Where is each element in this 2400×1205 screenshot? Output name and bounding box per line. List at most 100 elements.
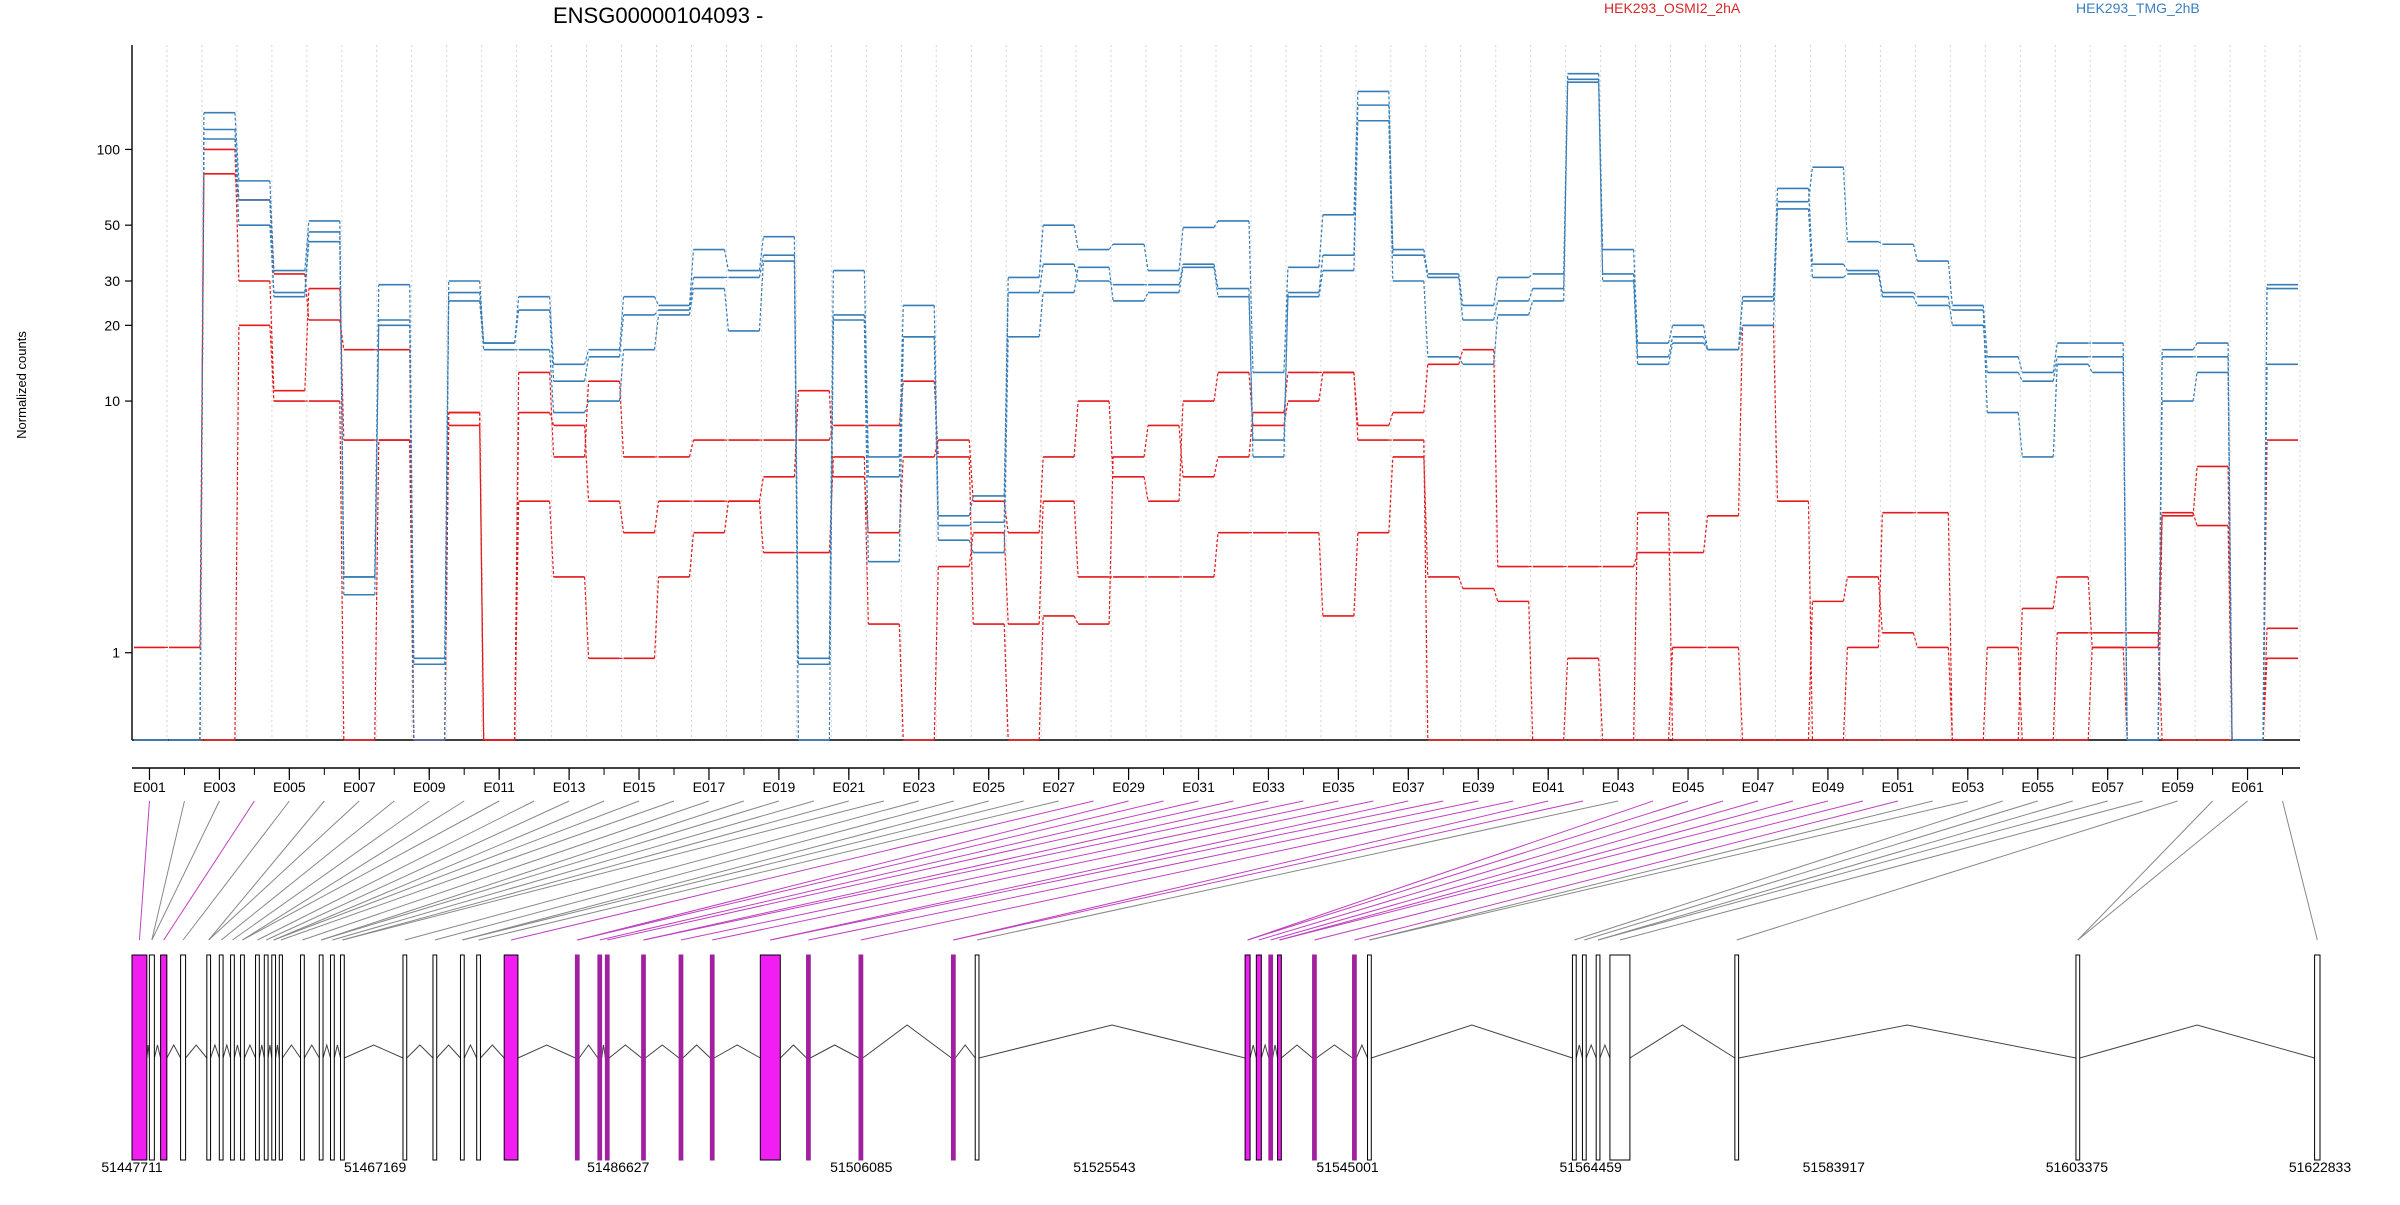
intron-line	[258, 1044, 265, 1059]
series-connector	[1982, 305, 1988, 357]
exon-box	[318, 954, 324, 1161]
series-connector	[1528, 288, 1534, 302]
series-connector	[758, 501, 765, 553]
exon-box	[1255, 954, 1262, 1161]
series-connector	[1493, 300, 1499, 321]
y-axis-label: Normalized counts	[14, 331, 29, 439]
intron-line	[608, 1044, 642, 1059]
series-connector	[723, 501, 730, 533]
series-connector	[1493, 314, 1499, 365]
series-connector	[269, 280, 275, 391]
x-tick-label: E051	[1882, 779, 1915, 795]
exon-connector-lines	[138, 800, 2318, 941]
series-connector	[2227, 525, 2233, 741]
exon-connector	[1247, 800, 1654, 941]
series-connector	[1178, 267, 1184, 293]
exon-connector	[599, 800, 1199, 941]
series-connector	[1912, 244, 1918, 262]
series-connector	[444, 300, 450, 665]
series-connector	[1737, 325, 1744, 516]
series-connector	[1493, 349, 1499, 567]
series-connector	[2192, 466, 2198, 516]
intron-line	[810, 1044, 860, 1059]
exon-connector	[976, 800, 1619, 941]
exon-connector	[462, 800, 1024, 941]
exon-box	[1571, 954, 1577, 1161]
legend-entry-osmi2: HEK293_OSMI2_2hA	[1604, 0, 1741, 16]
series-connector	[1178, 227, 1184, 271]
x-tick-label: E019	[763, 779, 796, 795]
series-connector	[898, 381, 904, 426]
intron-line	[243, 1043, 257, 1059]
x-tick-label: E057	[2091, 779, 2124, 795]
series-connector	[479, 300, 485, 350]
exon-connector	[302, 800, 710, 941]
exon-box	[263, 954, 269, 1161]
series-connector	[549, 296, 555, 365]
exon-connector	[208, 800, 360, 941]
intron-line	[480, 1044, 505, 1059]
series-connector	[199, 129, 205, 741]
series-connector	[1493, 588, 1499, 602]
series-connector	[1772, 188, 1779, 301]
series-connector	[688, 532, 695, 578]
exon-connector	[1258, 800, 1724, 941]
x-tick-label: E001	[133, 779, 166, 795]
exon-box	[1595, 954, 1601, 1161]
series-connector	[1038, 501, 1044, 625]
exon-box	[180, 954, 187, 1161]
series-connector	[1737, 325, 1744, 350]
series-connector	[1108, 401, 1114, 477]
exon-connector	[342, 800, 849, 941]
series-connector	[1667, 512, 1674, 741]
series-connector	[1108, 456, 1114, 625]
series-connector	[1423, 280, 1429, 357]
series-connector	[234, 129, 240, 200]
exon-connector	[242, 800, 500, 941]
series-connector	[583, 381, 590, 457]
series-connector	[1877, 270, 1883, 293]
series-connector	[1318, 255, 1324, 293]
exon-connector	[2077, 800, 2248, 941]
exon-connector	[182, 800, 290, 941]
x-tick-label: E017	[693, 779, 726, 795]
series-connector	[688, 288, 695, 315]
y-tick-label: 100	[97, 141, 121, 157]
series-connector	[2052, 356, 2058, 382]
series-connector	[1248, 220, 1254, 373]
series-connector	[1423, 255, 1429, 278]
series-connector	[1563, 82, 1569, 301]
series-connector	[1248, 296, 1254, 441]
exon-connector	[1354, 800, 1898, 941]
exon-connector	[712, 800, 1374, 941]
series-connector	[2157, 401, 2163, 741]
series-connector	[863, 476, 869, 533]
series-connector	[1667, 325, 1674, 344]
series-connector	[1598, 658, 1604, 741]
series-connector	[1842, 263, 1848, 271]
series-connector	[1423, 249, 1429, 275]
exon-connector	[577, 800, 1129, 941]
coordinate-label: 51506085	[830, 1159, 893, 1175]
series-connector	[2192, 512, 2198, 526]
exon-box	[759, 954, 781, 1161]
exon-box	[1609, 954, 1631, 1161]
series-connector	[898, 336, 904, 562]
exon-connector	[680, 800, 1339, 941]
exon-connector	[151, 800, 185, 941]
series-connector	[653, 314, 660, 350]
series-connector	[653, 296, 660, 306]
intron-line	[954, 1044, 976, 1059]
exon-connector	[257, 800, 535, 941]
series-connector	[2087, 364, 2093, 373]
exon-box	[950, 954, 956, 1161]
exon-connector	[1279, 800, 1794, 941]
exon-box	[974, 954, 980, 1161]
series-connector	[1143, 292, 1149, 302]
intron-line	[1629, 1024, 1736, 1059]
exon-box	[330, 954, 335, 1161]
series-connector	[968, 440, 974, 502]
y-tick-label: 50	[104, 217, 120, 233]
series-connector	[1912, 296, 1918, 306]
